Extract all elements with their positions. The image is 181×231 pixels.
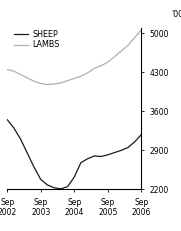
SHEEP <box>33 166 35 168</box>
SHEEP <box>53 186 55 189</box>
LAMBS <box>80 75 82 78</box>
SHEEP <box>93 155 95 157</box>
Line: LAMBS: LAMBS <box>7 30 141 85</box>
SHEEP <box>60 188 62 190</box>
SHEEP <box>6 118 8 121</box>
SHEEP <box>107 153 109 156</box>
LAMBS <box>60 82 62 84</box>
Text: '000: '000 <box>172 10 181 19</box>
Line: SHEEP: SHEEP <box>7 120 141 189</box>
SHEEP <box>46 184 49 186</box>
LAMBS <box>53 83 55 85</box>
SHEEP <box>100 155 102 158</box>
SHEEP <box>140 133 142 136</box>
SHEEP <box>73 176 75 179</box>
LAMBS <box>26 76 28 79</box>
LAMBS <box>13 70 15 73</box>
SHEEP <box>120 149 122 152</box>
SHEEP <box>20 138 22 141</box>
LAMBS <box>113 55 115 58</box>
LAMBS <box>33 80 35 83</box>
LAMBS <box>46 83 49 86</box>
SHEEP <box>80 161 82 164</box>
Legend: SHEEP, LAMBS: SHEEP, LAMBS <box>14 30 60 49</box>
LAMBS <box>20 73 22 76</box>
SHEEP <box>87 157 89 160</box>
LAMBS <box>6 68 8 71</box>
LAMBS <box>140 29 142 31</box>
SHEEP <box>13 127 15 129</box>
LAMBS <box>133 36 136 39</box>
LAMBS <box>127 44 129 47</box>
SHEEP <box>26 152 28 155</box>
LAMBS <box>100 64 102 67</box>
LAMBS <box>93 67 95 70</box>
SHEEP <box>127 146 129 149</box>
LAMBS <box>120 50 122 52</box>
LAMBS <box>40 82 42 85</box>
SHEEP <box>66 185 69 188</box>
SHEEP <box>113 151 115 154</box>
LAMBS <box>66 79 69 82</box>
SHEEP <box>133 141 136 143</box>
SHEEP <box>40 178 42 181</box>
LAMBS <box>107 61 109 64</box>
LAMBS <box>87 72 89 74</box>
LAMBS <box>73 77 75 80</box>
